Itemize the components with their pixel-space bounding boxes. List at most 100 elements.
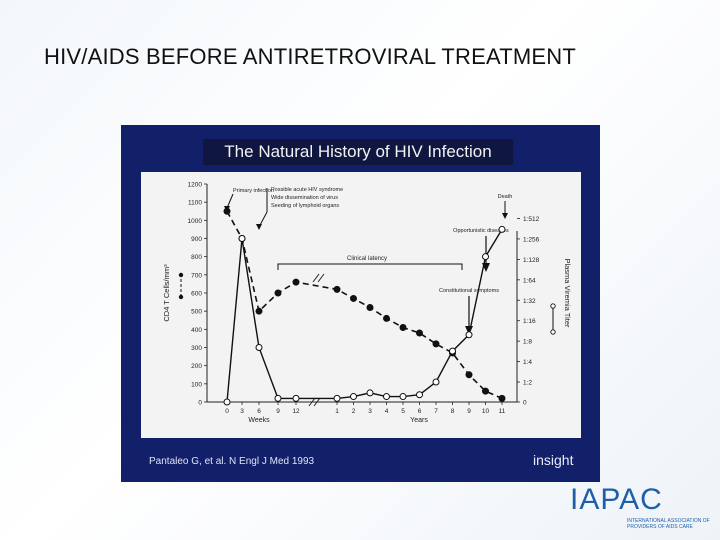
x-tick-label-weeks: 3	[240, 408, 244, 415]
x-tick-label-years: 8	[451, 408, 455, 415]
point-viremia	[498, 225, 506, 233]
left-tick-label: 100	[191, 381, 202, 388]
left-tick-label: 300	[191, 345, 202, 352]
series-line-viremia	[226, 229, 503, 403]
citation: Pantaleo G, et al. N Engl J Med 1993	[149, 456, 315, 467]
point-cd4	[465, 371, 473, 379]
left-tick-label: 800	[191, 254, 202, 261]
x-axis-label-years: Years	[410, 417, 428, 424]
point-viremia	[399, 393, 407, 401]
cd4-axis-break	[312, 273, 325, 283]
viremia-legend-marker	[550, 329, 556, 335]
annotation-opportunistic: Opportunistic diseases	[453, 228, 509, 234]
point-cd4	[399, 324, 407, 332]
right-tick-label: 1:128	[523, 257, 540, 264]
annotation-clinical-latency: Clinical latency	[347, 256, 387, 262]
right-tick-label: 0	[523, 400, 527, 407]
x-tick-label-years: 4	[385, 408, 389, 415]
point-viremia	[223, 398, 231, 406]
point-viremia	[366, 389, 374, 397]
insight-logo: insight	[533, 452, 574, 468]
x-tick-label-years: 1	[335, 408, 339, 415]
x-tick-label-years: 10	[482, 408, 490, 415]
cd4-legend-marker	[178, 294, 184, 300]
right-tick-label: 1:512	[523, 216, 540, 223]
point-viremia	[292, 394, 300, 402]
left-tick-label: 500	[191, 309, 202, 316]
x-tick-label-years: 11	[499, 408, 506, 415]
point-viremia	[238, 235, 246, 242]
x-tick-label-years: 9	[467, 408, 471, 415]
panel-heading: The Natural History of HIV Infection	[203, 139, 513, 165]
point-viremia	[449, 347, 456, 355]
annotation-death: Death	[498, 194, 513, 200]
arrowhead-death	[502, 213, 508, 219]
point-viremia	[482, 253, 489, 261]
hiv-natural-history-chart: 0100200300400500600700800900100011001200…	[141, 172, 581, 438]
bracket-clinical-latency	[277, 263, 463, 270]
arrow-primary-infection	[226, 193, 234, 209]
point-viremia	[416, 391, 423, 399]
viremia-legend-marker	[550, 303, 556, 309]
x-tick-label-years: 6	[418, 408, 422, 415]
x-tick-label-weeks: 12	[292, 408, 300, 415]
iapac-logo-subtext: INTERNATIONAL ASSOCIATION OF PROVIDERS O…	[627, 518, 710, 530]
x-tick-label-weeks: 6	[257, 408, 261, 415]
x-tick-label-years: 2	[352, 408, 356, 415]
x-tick-label-years: 5	[401, 408, 405, 415]
x-axis-label-weeks: Weeks	[248, 417, 270, 424]
point-cd4	[366, 304, 374, 312]
point-viremia	[255, 344, 263, 351]
left-tick-label: 700	[191, 272, 202, 279]
annotation-seeding: Seeding of lymphoid organs	[271, 203, 339, 209]
left-tick-label: 1200	[188, 182, 203, 189]
point-viremia	[432, 378, 440, 386]
iapac-logo-letters: IAPAC	[570, 483, 663, 516]
chart-background	[141, 172, 581, 438]
left-tick-label: 400	[191, 327, 202, 334]
point-viremia	[333, 394, 341, 402]
right-tick-label: 1:32	[523, 298, 536, 305]
right-tick-label: 1:4	[523, 359, 532, 366]
left-tick-label: 0	[198, 400, 202, 407]
right-tick-label: 1:2	[523, 380, 532, 387]
left-tick-label: 200	[191, 363, 202, 370]
x-tick-label-years: 7	[434, 408, 438, 415]
right-tick-label: 1:16	[523, 318, 536, 325]
annotation-dissemination: Wide dissemination of virus	[271, 195, 338, 201]
annotation-acute-syndrome: Possible acute HIV syndrome	[271, 187, 343, 193]
right-tick-label: 1:256	[523, 236, 540, 243]
right-tick-label: 1:8	[523, 339, 532, 346]
point-cd4	[498, 394, 506, 402]
annotation-constitutional: Constitutional symptoms	[439, 288, 499, 294]
left-tick-label: 1000	[188, 218, 203, 225]
x-tick-label-weeks: 9	[276, 408, 280, 415]
cd4-legend-marker	[178, 272, 184, 278]
left-axis-label: CD4 T Cells/mm³	[162, 264, 171, 322]
point-cd4	[432, 340, 440, 348]
point-viremia	[383, 393, 390, 401]
right-axis-label: Plasma Viremia Titer	[563, 258, 572, 328]
x-tick-label-years: 3	[368, 408, 372, 415]
left-tick-label: 900	[191, 236, 202, 243]
point-cd4	[333, 285, 341, 293]
point-cd4	[350, 294, 357, 302]
point-cd4	[223, 207, 231, 215]
point-cd4	[482, 387, 489, 395]
annotation-primary-infection: Primary infection	[233, 188, 274, 194]
right-tick-label: 1:64	[523, 277, 536, 284]
left-tick-label: 1100	[188, 200, 202, 207]
point-cd4	[416, 329, 423, 337]
point-viremia	[465, 331, 473, 339]
point-cd4	[383, 314, 390, 322]
point-viremia	[350, 393, 357, 401]
point-viremia	[274, 394, 282, 402]
iapac-logo: IAPAC INTERNATIONAL ASSOCIATION OF PROVI…	[570, 483, 710, 533]
series-line-cd4	[226, 210, 503, 400]
point-cd4	[255, 307, 263, 315]
slide-title: HIV/AIDS BEFORE ANTIRETROVIRAL TREATMENT	[44, 44, 577, 69]
left-tick-label: 600	[191, 291, 202, 298]
point-cd4	[292, 278, 300, 286]
x-tick-label-weeks: 0	[225, 408, 229, 415]
x-axis-break	[308, 397, 321, 407]
